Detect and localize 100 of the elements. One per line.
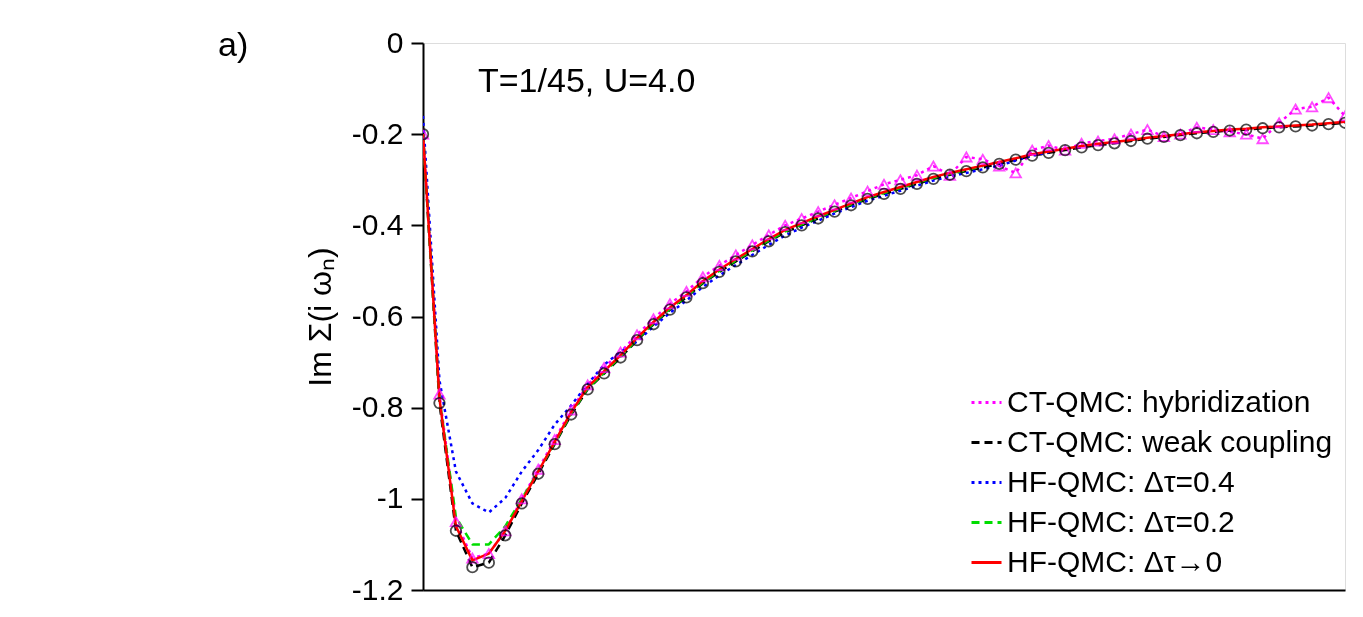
legend-label: CT-QMC: weak coupling: [1007, 424, 1333, 458]
point: [433, 388, 446, 400]
point: [614, 351, 627, 364]
point: [1042, 140, 1055, 151]
point: [762, 235, 775, 248]
y-axis-title: Im Σ(i ωₙ): [301, 247, 338, 387]
point: [960, 151, 973, 163]
point: [812, 206, 825, 218]
point: [532, 467, 545, 480]
point: [1091, 138, 1105, 152]
point: [449, 524, 463, 537]
point: [1240, 128, 1253, 140]
legend-label: HF-QMC: Δτ→0: [1007, 544, 1223, 578]
point: [729, 249, 742, 261]
point: [565, 404, 578, 416]
y-tick-label: -0.4: [351, 207, 404, 241]
point: [877, 178, 891, 190]
legend-label: HF-QMC: Δτ=0.2: [1007, 504, 1235, 538]
y-tick-label: -0.8: [351, 390, 404, 424]
point: [828, 205, 841, 218]
point: [548, 434, 561, 446]
point: [746, 239, 759, 251]
text: a): [218, 25, 249, 63]
point: [844, 192, 858, 204]
point: [877, 187, 891, 201]
point: [795, 219, 808, 232]
point: [927, 172, 940, 185]
point: [762, 229, 775, 241]
point: [597, 362, 611, 373]
point: [680, 291, 693, 304]
point: [1190, 127, 1203, 140]
point: [976, 161, 989, 174]
y-tick-label: -1: [376, 481, 404, 515]
point: [630, 334, 644, 347]
point: [548, 438, 561, 451]
point: [746, 245, 759, 258]
point: [1322, 92, 1335, 104]
point: [1141, 132, 1154, 145]
point: [795, 213, 808, 224]
point: [680, 285, 693, 297]
y-tick-label: -0.6: [351, 299, 404, 332]
point: [729, 255, 742, 268]
point: [779, 219, 792, 231]
point: [499, 525, 512, 537]
point: [1075, 137, 1088, 149]
point: [894, 174, 907, 186]
point: [1289, 103, 1302, 115]
point: [1256, 122, 1269, 135]
legend-label: CT-QMC: hybridization: [1007, 384, 1311, 418]
point: [861, 185, 874, 197]
point: [861, 192, 874, 206]
point: [713, 265, 726, 278]
point: [597, 367, 611, 380]
point: [1273, 117, 1286, 129]
point: [1091, 135, 1105, 147]
point: [1042, 146, 1055, 159]
y-tick-label: -0.2: [351, 116, 404, 150]
annotation: T=1/45, U=4.0: [478, 61, 696, 99]
point: [910, 177, 924, 190]
point: [1124, 134, 1138, 148]
point: [647, 318, 660, 331]
point: [1026, 149, 1039, 162]
point: [812, 212, 825, 225]
point: [1124, 128, 1138, 140]
point: [844, 199, 858, 212]
point: [960, 164, 973, 178]
legend-label: HF-QMC: Δτ=0.4: [1007, 464, 1235, 498]
point: [466, 552, 479, 564]
point: [532, 463, 545, 475]
point: [1108, 133, 1121, 145]
point: [630, 329, 644, 341]
point: [482, 556, 495, 569]
y-tick-label: -1.2: [351, 572, 404, 606]
point: [581, 383, 594, 396]
point: [1026, 144, 1039, 156]
point: [1256, 133, 1269, 145]
point: [713, 260, 726, 271]
point: [499, 529, 512, 542]
point: [515, 497, 528, 510]
point: [894, 182, 907, 195]
point: [466, 561, 479, 574]
point: [581, 379, 594, 391]
point: [696, 271, 710, 283]
point: [1009, 153, 1022, 166]
point: [1305, 119, 1319, 132]
point: [565, 408, 578, 421]
point: [449, 516, 463, 528]
point: [433, 396, 446, 410]
point: [663, 303, 677, 316]
point: [1273, 121, 1286, 134]
point: [1009, 167, 1022, 179]
point: [1075, 141, 1088, 154]
point: [828, 199, 841, 211]
point: [1190, 121, 1203, 133]
point: [1141, 124, 1154, 136]
y-tick-label: 0: [386, 25, 404, 59]
point: [696, 277, 710, 290]
point: [1240, 123, 1253, 136]
point: [647, 313, 660, 325]
point: [1108, 137, 1121, 150]
